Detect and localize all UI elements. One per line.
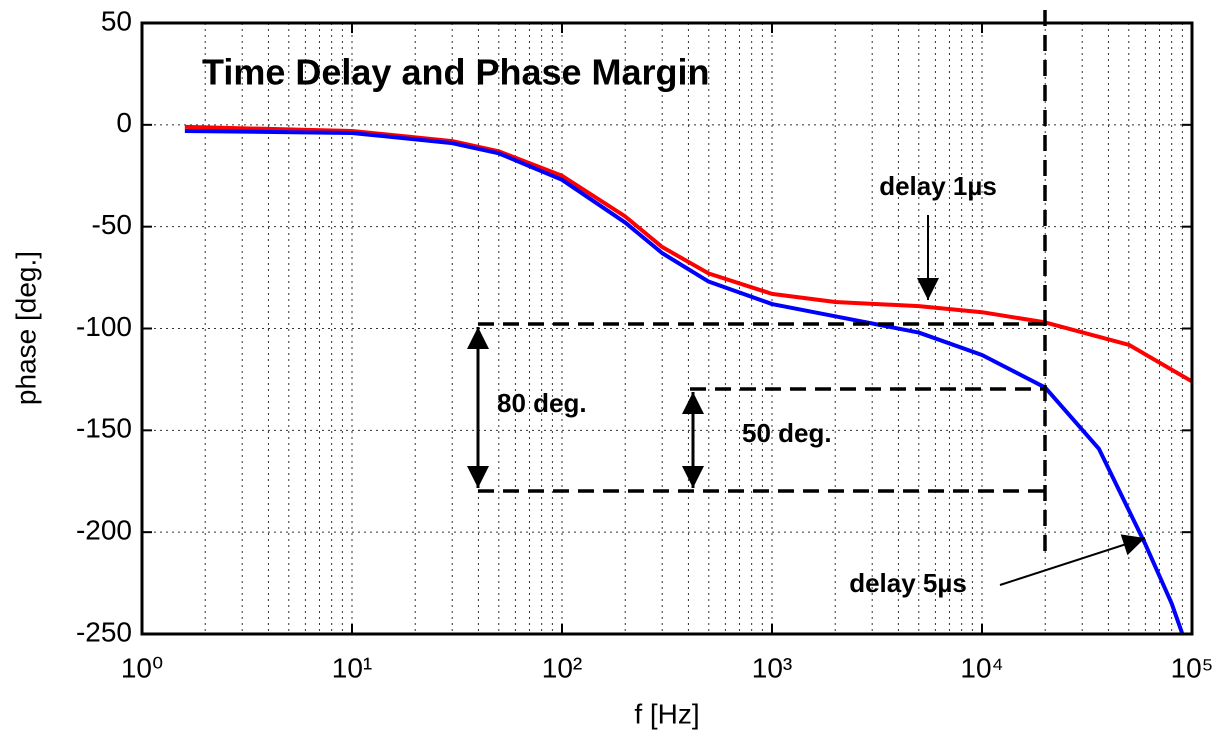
arrow [999, 534, 1146, 586]
x-tick-label: 10³ [752, 652, 792, 683]
x-tick-label: 10² [542, 652, 582, 683]
x-tick-label: 10⁴ [960, 652, 1003, 683]
y-axis-label: phase [deg.] [10, 251, 41, 405]
y-tick-label: -250 [76, 616, 132, 647]
plot-lines [184, 124, 1194, 635]
annotation: delay 5µs [849, 568, 967, 598]
y-tick-label: 50 [101, 5, 132, 36]
annotation: delay 1µs [879, 171, 997, 201]
annotations: delay 1µs delay 5µs 80 deg. 50 deg. [467, 10, 1146, 598]
annotation: 50 deg. [742, 418, 832, 448]
y-tick-label: -150 [76, 413, 132, 444]
series-line [184, 128, 1185, 635]
x-tick-label: 10⁰ [121, 652, 163, 683]
grid [141, 22, 1193, 635]
x-tick-label: 10¹ [332, 652, 372, 683]
x-tick-label: 10⁵ [1171, 652, 1214, 683]
x-axis-label: f [Hz] [634, 698, 699, 729]
y-tick-label: -50 [92, 209, 132, 240]
chart-title: Time Delay and Phase Margin [202, 52, 710, 93]
annotation: 80 deg. [497, 388, 587, 418]
y-tick-label: -200 [76, 515, 132, 546]
series-line [184, 124, 1194, 384]
y-tick-label: -100 [76, 311, 132, 342]
y-tick-label: 0 [116, 107, 132, 138]
